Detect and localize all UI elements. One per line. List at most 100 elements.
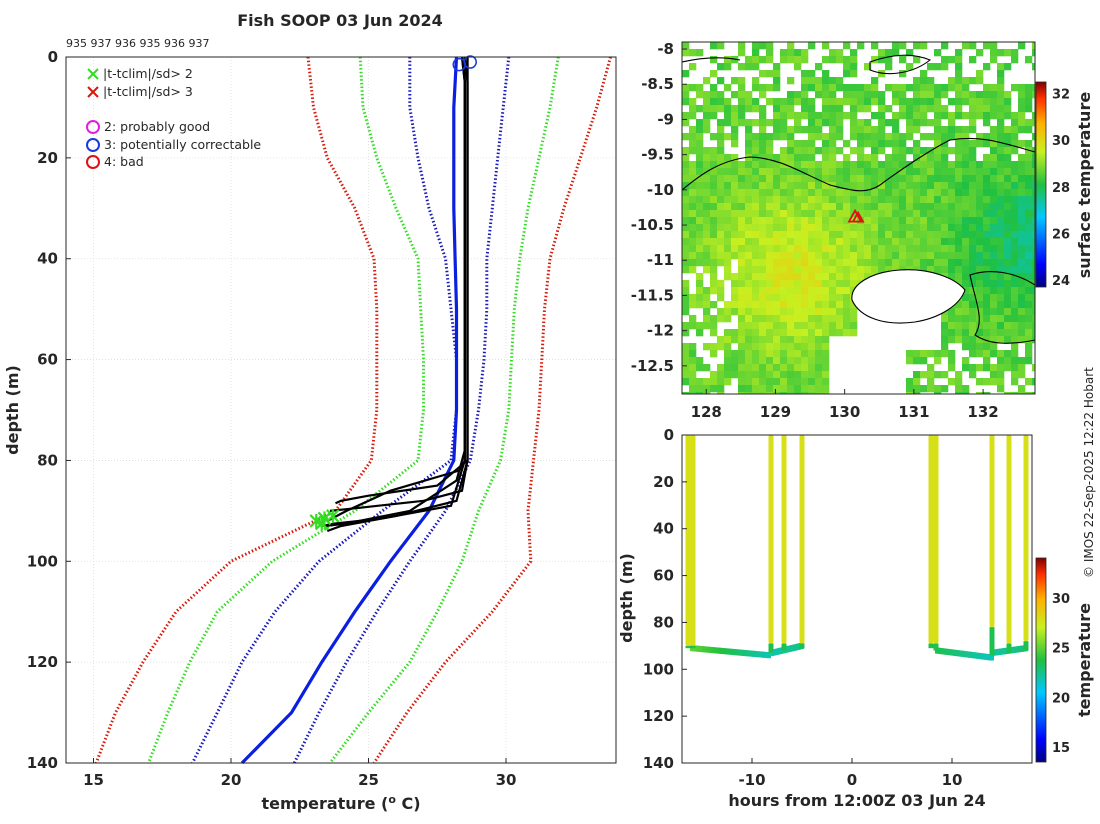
outlier-cross-marker [314, 516, 329, 531]
section-drop-thermocline [685, 645, 691, 649]
coastline-mainland [969, 271, 1035, 344]
coastline-timor [682, 137, 1035, 192]
profile-ytick-label: 40 [37, 250, 58, 268]
section-colorbar-tick-label: 25 [1052, 642, 1070, 657]
profile-xtick-label: 30 [496, 771, 517, 789]
coastline-melville-island [851, 269, 966, 324]
climatology-plus1sd-line [292, 56, 511, 764]
profile-axes-frame [65, 56, 617, 764]
map-colorbar-ticks: 24 26 28 30 32 [1052, 88, 1070, 289]
map-xtick-label: 132 [967, 403, 998, 421]
section-ytick-label: 0 [664, 426, 674, 444]
map-ytick-label: -9.5 [641, 146, 674, 164]
section-colorbar-tick-label: 20 [1052, 691, 1070, 706]
legend-cross-2-label: |t-tclim|/sd> 2 [103, 66, 193, 81]
section-colorbar-tick-label: 15 [1052, 741, 1070, 756]
section-drop-thermocline [989, 627, 995, 656]
map-xtick-label: 130 [829, 403, 860, 421]
map-ytick-label: -8 [657, 40, 674, 58]
sst-cells [682, 42, 1035, 394]
section-axes-background [682, 435, 1032, 763]
sst-map-panel: 128 129 130 131 132 -8 -8.5 -9 -9.5 -10 -10.5 -11 -1… [631, 40, 1094, 421]
section-drop-thermocline [928, 643, 934, 649]
cruise-ids: 935 937 936 935 936 937 [66, 37, 209, 50]
section-drop-mixed-layer [685, 435, 691, 646]
observed-profiles [321, 56, 469, 533]
legend-flag-4-marker [86, 155, 100, 169]
legend-flag-3-marker [86, 138, 100, 152]
section-bottom-point [990, 654, 994, 661]
map-ytick-label: -10 [647, 181, 674, 199]
section-ytick-label: 120 [643, 707, 674, 725]
climatology-lines [94, 56, 612, 764]
section-xlabel: hours from 12:00Z 03 Jun 24 [728, 791, 985, 810]
section-ytick-label: 20 [653, 473, 674, 491]
legend-cross-3-label: |t-tclim|/sd> 3 [103, 84, 193, 99]
profile-ytick-label: 100 [27, 552, 58, 570]
map-colorbar-tick-label: 32 [1052, 88, 1070, 103]
section-drop-thermocline [781, 643, 787, 651]
profile-xlabel: temperature (o C) [261, 793, 420, 813]
ship-position-marker [847, 208, 865, 223]
map-xtick-label: 131 [898, 403, 929, 421]
map-colorbar-label: surface temperature [1075, 92, 1094, 279]
map-axes-frame [681, 41, 1036, 395]
map-colorbar-tick-label: 28 [1052, 181, 1070, 196]
section-colorbar [1035, 557, 1047, 763]
section-ytick-label: 60 [653, 567, 674, 585]
profile-ytick-label: 120 [27, 653, 58, 671]
map-xtick-label: 128 [691, 403, 722, 421]
figure-title: Fish SOOP 03 Jun 2024 [237, 11, 443, 30]
mean-profile-line [240, 56, 459, 765]
qc-flag-circle [463, 55, 477, 69]
ship-triangle [851, 210, 865, 223]
climatology-plus3sd-line [372, 56, 612, 764]
observed-profile-line [326, 56, 466, 522]
legend-flag-4-label: 4: bad [104, 154, 144, 169]
profile-ytick-label: 60 [37, 351, 58, 369]
profile-ytick-label: 80 [37, 451, 58, 469]
legend-flag-2-label: 2: probably good [104, 119, 210, 134]
map-colorbar-tick-label: 26 [1052, 227, 1070, 242]
climatology-plus2sd-line [328, 56, 560, 764]
section-drop-mixed-layer [928, 435, 934, 644]
section-ytick-label: 140 [643, 754, 674, 772]
profile-ylabel: depth (m) [3, 365, 22, 455]
map-ytick-label: -9 [657, 110, 674, 128]
section-drop-thermocline [799, 643, 805, 649]
section-drop-mixed-layer [781, 435, 787, 644]
profile-legend: |t-tclim|/sd> 2 |t-tclim|/sd> 3 2: proba… [86, 66, 261, 169]
section-drop-mixed-layer [989, 435, 995, 628]
profile-ticks: 15 20 25 30 0 20 40 60 80 100 120 140 [27, 48, 517, 789]
section-data [685, 435, 1029, 661]
map-ytick-label: -12.5 [631, 357, 674, 375]
section-colorbar-tick-label: 30 [1052, 592, 1070, 607]
section-drop-thermocline [768, 643, 774, 653]
map-colorbar-tick-label: 24 [1052, 274, 1070, 289]
profile-ytick-label: 140 [27, 754, 58, 772]
profile-ytick-label: 0 [48, 48, 58, 66]
observed-profile-line [335, 57, 469, 505]
profile-xtick-label: 25 [358, 771, 379, 789]
qc-markers [309, 55, 477, 531]
section-colorbar-ticks: 15 20 25 30 [1052, 592, 1070, 756]
section-xtick-label: 10 [942, 771, 963, 789]
profile-panel: 15 20 25 30 0 20 40 60 80 100 120 140 temperature (… [3, 48, 617, 813]
legend-cross-2-marker [87, 68, 99, 80]
section-bottom-point [767, 652, 771, 659]
map-ytick-label: -10.5 [631, 216, 674, 234]
section-drop-thermocline [1023, 641, 1029, 651]
profile-xtick-label: 15 [83, 771, 104, 789]
profile-ytick-label: 20 [37, 149, 58, 167]
section-ytick-label: 100 [643, 660, 674, 678]
climatology-minus3sd-line [94, 56, 379, 764]
climatology-minus2sd-line [147, 56, 425, 764]
coastline [682, 54, 1035, 344]
section-drop-thermocline [690, 645, 696, 649]
legend-flag-2-marker [86, 120, 100, 134]
profile-xtick-label: 20 [221, 771, 242, 789]
credit-text: © IMOS 22-Sep-2025 12:22 Hobart [1082, 367, 1096, 578]
